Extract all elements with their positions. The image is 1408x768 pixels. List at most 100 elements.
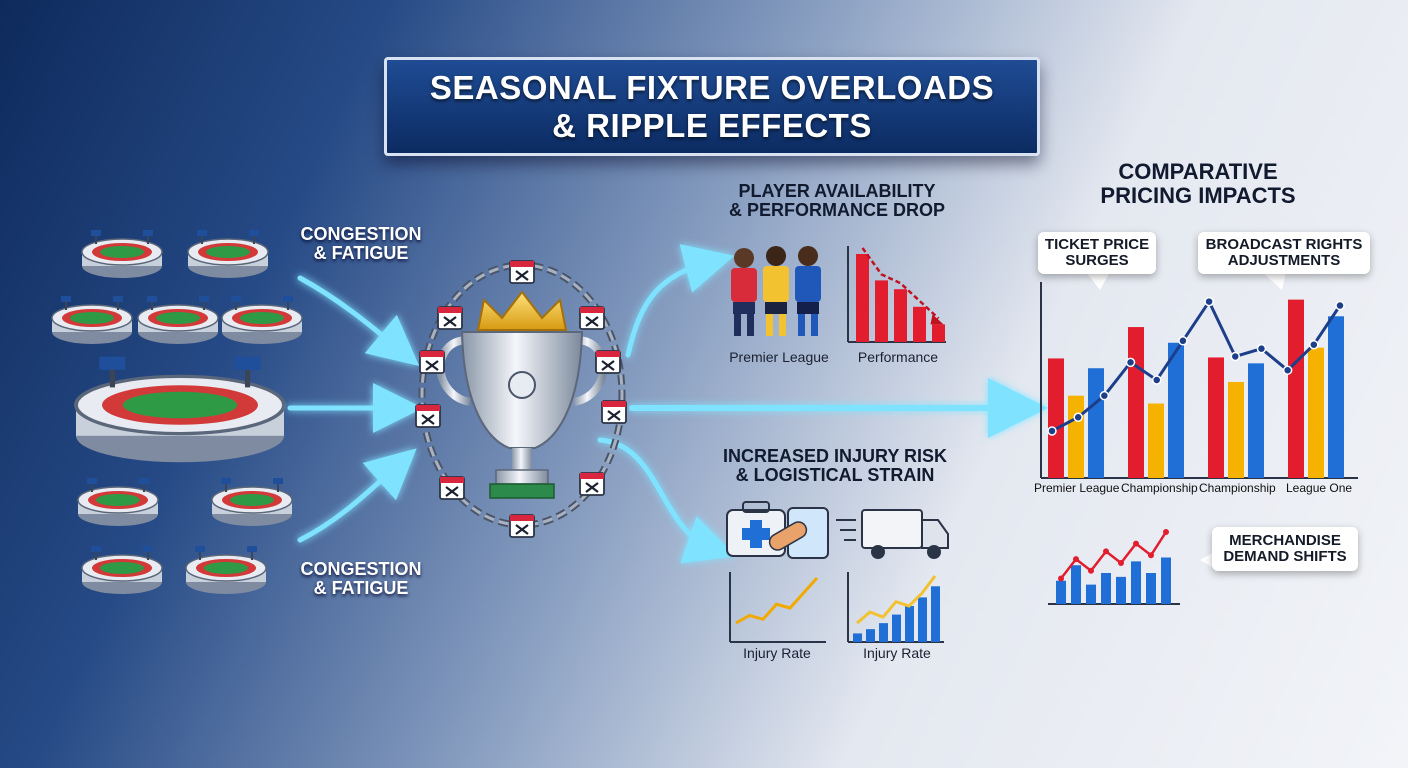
merchandise-chart [1048, 529, 1180, 605]
pricing-trend-point [1125, 357, 1136, 368]
x-label-championship-1: Championship [1121, 481, 1198, 495]
merchandise-bar [1056, 580, 1066, 604]
performance-bar [856, 254, 869, 342]
performance-bar [875, 280, 888, 342]
performance-chart [847, 246, 946, 343]
pricing-trend-point [1282, 365, 1293, 375]
pricing-trend-point [1047, 426, 1057, 436]
injury-chart-2 [847, 572, 944, 643]
injury-rate-bar [892, 614, 901, 642]
merchandise-trend-point [1058, 575, 1064, 582]
merchandise-bar [1131, 561, 1141, 604]
stadium-icon [81, 545, 163, 595]
injury-caption-2: Injury Rate [863, 645, 931, 661]
pricing-trend-point [1204, 296, 1214, 307]
pricing-bar [1288, 299, 1304, 478]
arrow-to-availability [625, 244, 735, 358]
stadium-icon [221, 295, 303, 345]
players-illustration [731, 246, 821, 336]
football-emblem-icon [508, 371, 536, 399]
merchandise-trend-point [1103, 548, 1109, 555]
injury-rate-bar [879, 623, 888, 642]
callout-merchandise: MERCHANDISE DEMAND SHIFTS [1212, 527, 1358, 571]
calendar-icon [578, 305, 606, 331]
performance-caption: Performance [857, 349, 939, 365]
merchandise-bar [1086, 584, 1096, 604]
injury-rate-bar [931, 586, 940, 642]
injury-heading: INCREASED INJURY RISK & LOGISTICAL STRAI… [722, 446, 948, 486]
crown-icon [476, 290, 568, 331]
availability-heading: PLAYER AVAILABILITY & PERFORMANCE DROP [728, 181, 945, 221]
stadium-icon [187, 229, 269, 279]
callout-ticket-price: TICKET PRICE SURGES [1038, 232, 1156, 274]
player-icon [763, 246, 789, 336]
pricing-trend-point [1073, 412, 1083, 422]
pricing-trend-point [1230, 351, 1241, 362]
pricing-bar [1168, 342, 1184, 478]
injury-rate-bar [866, 629, 875, 642]
injury-rate-bar [905, 606, 914, 642]
performance-arrow-head [930, 314, 944, 325]
merchandise-trend-point [1088, 567, 1094, 574]
pricing-heading: COMPARATIVE PRICING IMPACTS [1100, 159, 1296, 208]
merchandise-trend-point [1133, 540, 1139, 547]
pricing-trend-point [1178, 336, 1188, 346]
arrow-to-injury [597, 437, 736, 564]
pricing-chart [1040, 282, 1358, 479]
calendar-icon [508, 513, 536, 539]
label-congestion-bottom: CONGESTION & FATIGUE [300, 559, 422, 599]
pricing-trend-point [1335, 300, 1345, 311]
pricing-trend-point [1256, 343, 1267, 354]
pricing-bar [1308, 347, 1324, 478]
calendar-icon [436, 305, 464, 331]
merchandise-trend-point [1118, 560, 1124, 566]
pricing-trend-point [1309, 339, 1319, 350]
stadium-icon [211, 477, 293, 527]
injury-chart-1 [729, 572, 826, 643]
merchandise-bar [1161, 557, 1171, 604]
pricing-bar [1128, 327, 1144, 478]
merchandise-trend-line [1060, 531, 1168, 580]
injury-rate-bar [853, 633, 862, 642]
title-line-2: & RIPPLE EFFECTS [552, 106, 872, 144]
label-congestion-top: CONGESTION & FATIGUE [300, 224, 422, 264]
pricing-trend-point [1099, 390, 1110, 401]
merchandise-trend-point [1073, 556, 1079, 563]
merchandise-bar [1116, 576, 1126, 604]
player-icon [795, 246, 821, 336]
performance-bar [894, 289, 907, 342]
stadium-icon [76, 357, 284, 463]
pricing-bar [1208, 357, 1224, 478]
pricing-bar [1048, 358, 1064, 478]
calendar-icon [414, 403, 442, 429]
flow-arrows [287, 244, 1048, 564]
calendar-icon [600, 399, 628, 425]
arrow-bottom [297, 448, 417, 543]
title-line-1: SEASONAL FIXTURE OVERLOADS [429, 68, 995, 106]
injury-rate-bar [918, 597, 927, 642]
stadium-icon [185, 545, 267, 595]
x-label-championship-2: Championship [1199, 481, 1276, 495]
merchandise-bar [1071, 565, 1081, 604]
arrow-top [297, 275, 420, 367]
calendar-icon [594, 349, 622, 375]
title-banner: SEASONAL FIXTURE OVERLOADS & RIPPLE EFFE… [384, 57, 1040, 156]
pricing-bar [1088, 368, 1104, 478]
stadium-icon [137, 295, 219, 345]
merchandise-bar [1146, 573, 1156, 604]
pricing-bar [1148, 403, 1164, 478]
merchandise-trend-point [1148, 552, 1154, 559]
stadium-icon [77, 477, 159, 527]
injury-caption-1: Injury Rate [743, 645, 811, 661]
pricing-trend-line [1051, 298, 1342, 433]
stadium-icon [81, 229, 163, 279]
player-icon [731, 248, 757, 336]
pricing-bar [1228, 381, 1244, 478]
pricing-trend-point [1151, 375, 1162, 385]
merchandise-bar [1101, 573, 1111, 604]
pricing-bar [1328, 316, 1344, 478]
players-caption: Premier League [729, 349, 829, 365]
trophy-group [414, 259, 628, 539]
pricing-bar [1068, 395, 1084, 478]
